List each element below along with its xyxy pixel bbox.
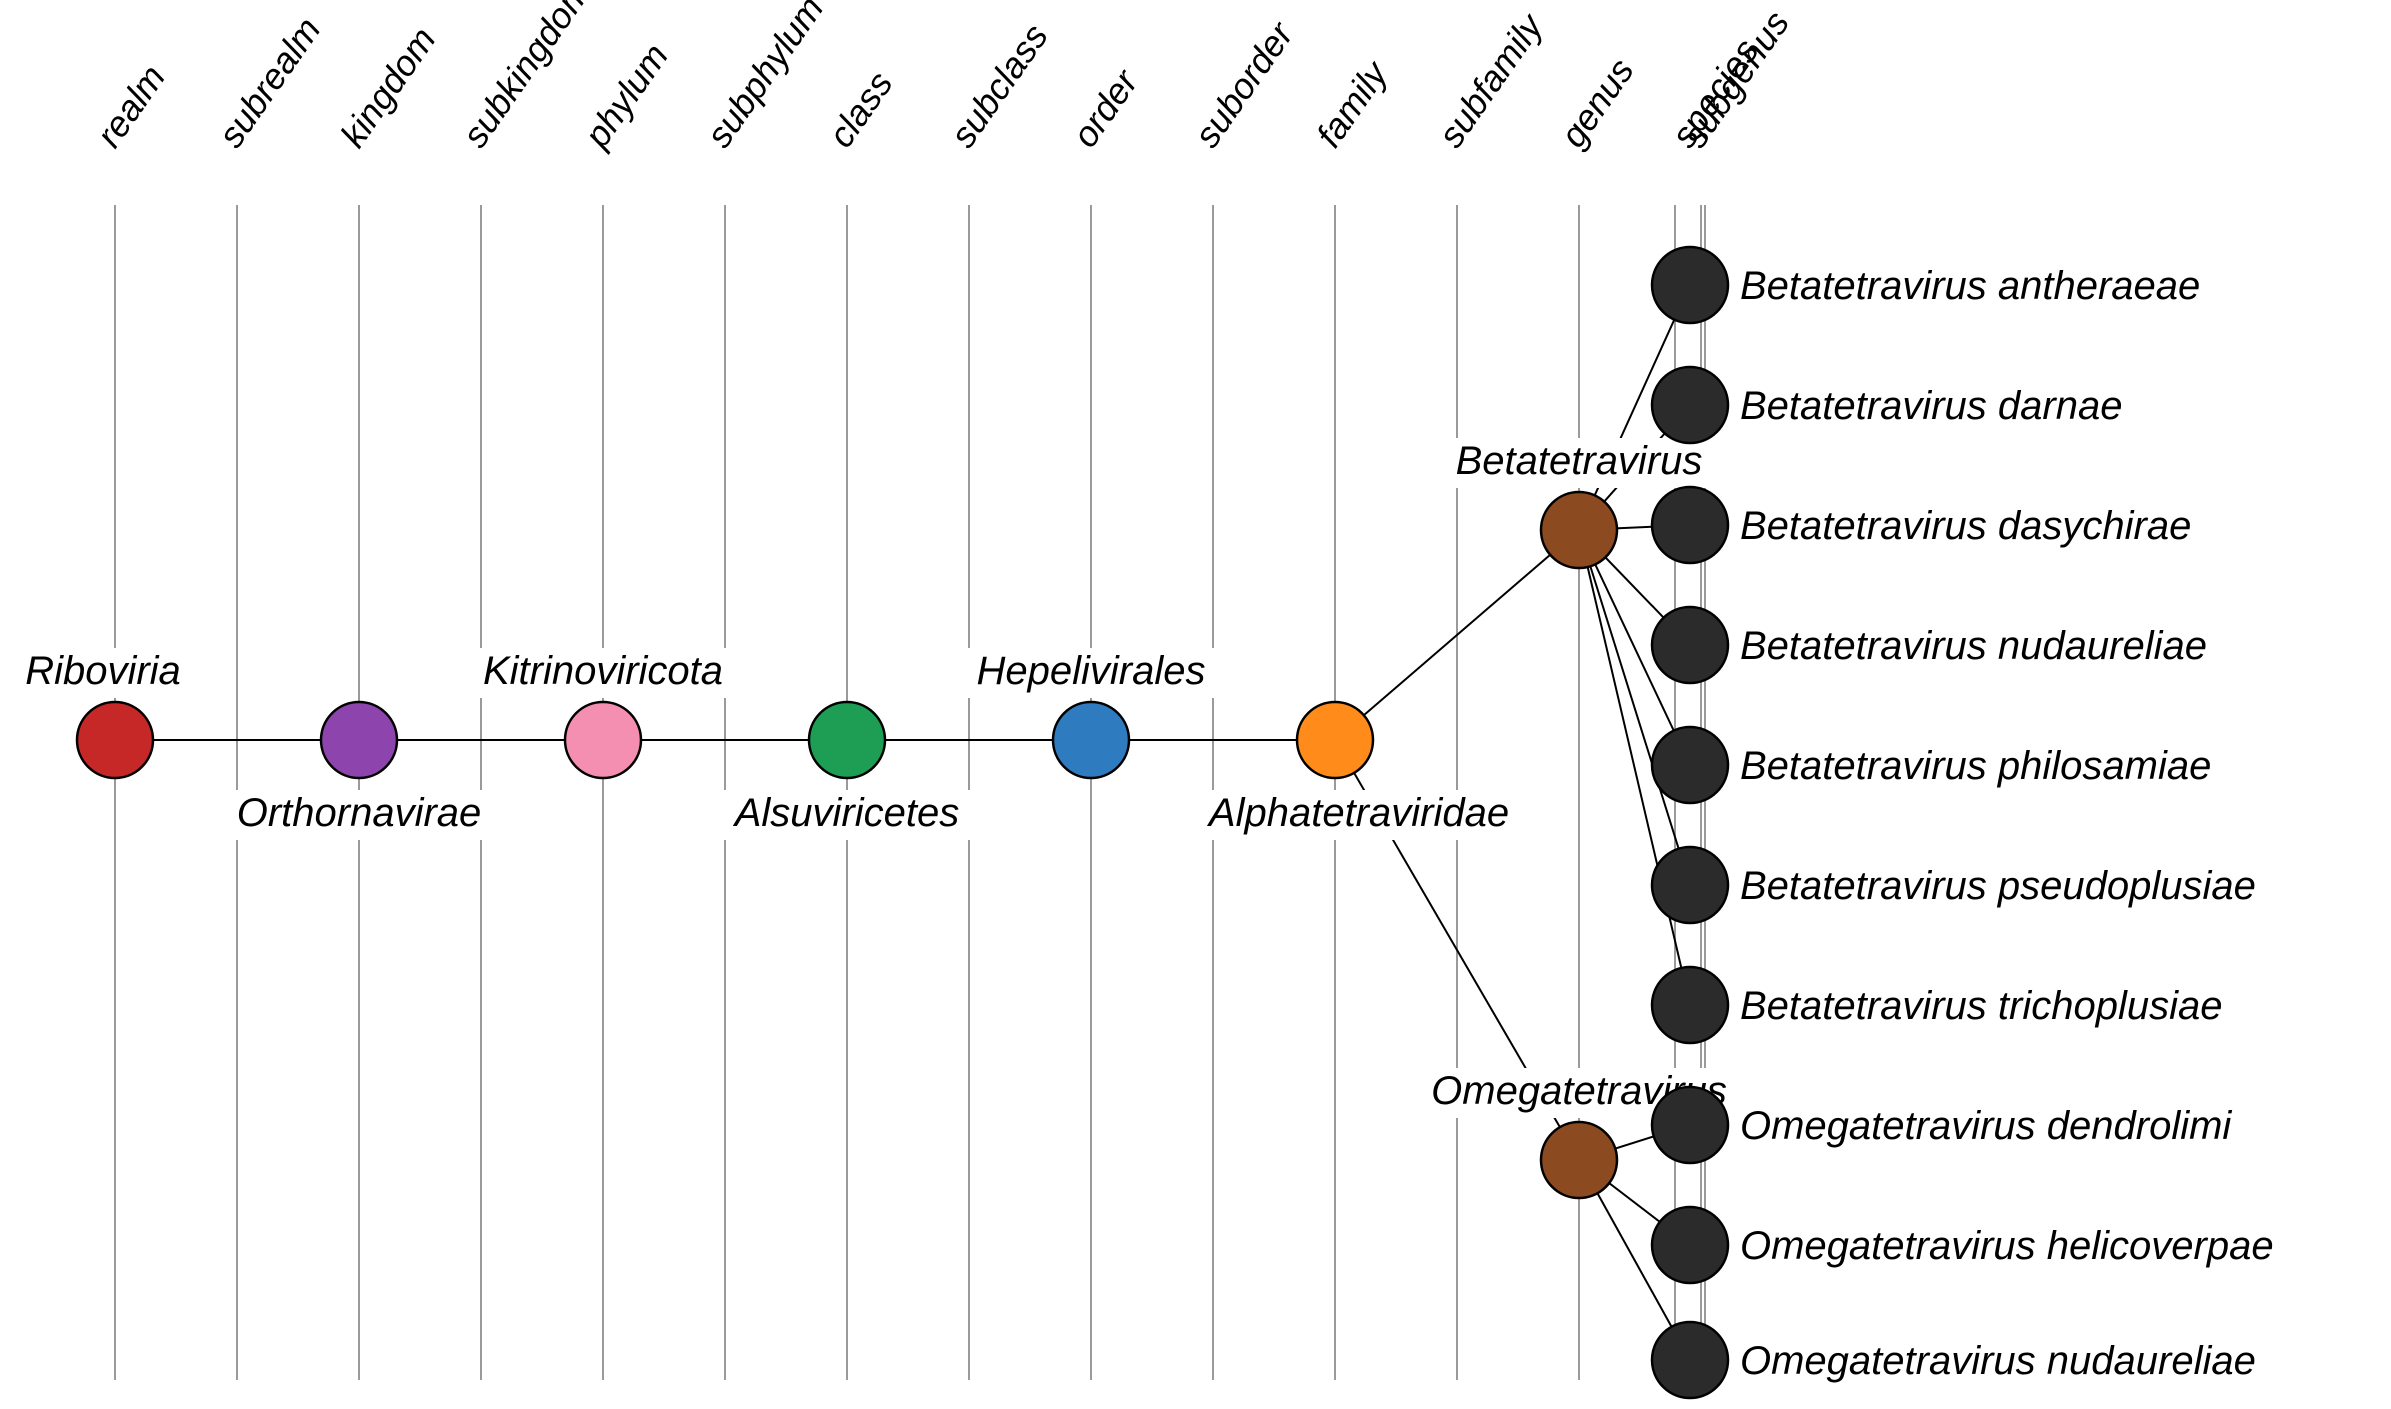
node-genus2 — [1541, 1122, 1617, 1198]
species-node-sp2 — [1652, 367, 1728, 443]
node-kingdom — [321, 702, 397, 778]
species-label-sp4: Betatetravirus nudaureliae — [1740, 624, 2207, 668]
node-label-phylum: Kitrinoviricota — [483, 649, 723, 693]
species-node-sp6 — [1652, 847, 1728, 923]
species-node-sp10 — [1652, 1322, 1728, 1398]
species-label-sp3: Betatetravirus dasychirae — [1740, 504, 2191, 548]
species-label-sp1: Betatetravirus antheraeae — [1740, 264, 2200, 308]
node-label-kingdom: Orthornavirae — [237, 791, 482, 835]
node-order — [1053, 702, 1129, 778]
species-label-sp6: Betatetravirus pseudoplusiae — [1740, 864, 2256, 908]
species-node-sp4 — [1652, 607, 1728, 683]
species-node-sp9 — [1652, 1207, 1728, 1283]
species-node-sp8 — [1652, 1087, 1728, 1163]
node-label-realm: Riboviria — [25, 649, 181, 693]
node-genus1 — [1541, 492, 1617, 568]
species-label-sp8: Omegatetravirus dendrolimi — [1740, 1104, 2232, 1148]
species-node-sp3 — [1652, 487, 1728, 563]
node-label-genus1: Betatetravirus — [1456, 439, 1703, 483]
node-label-family: Alphatetraviridae — [1207, 791, 1509, 835]
species-label-sp5: Betatetravirus philosamiae — [1740, 744, 2211, 788]
node-label-order: Hepelivirales — [977, 649, 1206, 693]
node-realm — [77, 702, 153, 778]
node-class — [809, 702, 885, 778]
species-node-sp5 — [1652, 727, 1728, 803]
species-label-sp7: Betatetravirus trichoplusiae — [1740, 984, 2222, 1028]
species-label-sp10: Omegatetravirus nudaureliae — [1740, 1339, 2256, 1383]
node-phylum — [565, 702, 641, 778]
species-node-sp7 — [1652, 967, 1728, 1043]
species-node-sp1 — [1652, 247, 1728, 323]
taxonomy-tree: realmsubrealmkingdomsubkingdomphylumsubp… — [0, 0, 2391, 1409]
node-family — [1297, 702, 1373, 778]
node-label-class: Alsuviricetes — [733, 791, 960, 835]
species-label-sp2: Betatetravirus darnae — [1740, 384, 2122, 428]
species-label-sp9: Omegatetravirus helicoverpae — [1740, 1224, 2274, 1268]
